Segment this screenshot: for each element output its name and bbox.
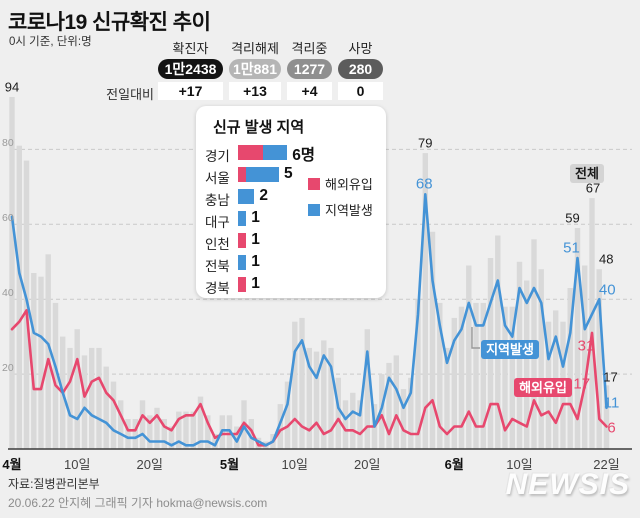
local-segment [246, 167, 279, 182]
x-tick-label: 22일 [593, 457, 620, 472]
value-annotation-imported: 17 [573, 375, 591, 393]
x-tick-label: 20일 [354, 457, 381, 472]
chart-subtitle: 0시 기준, 단위:명 [9, 36, 92, 48]
region-bar [238, 277, 247, 292]
x-tick-label: 10일 [506, 457, 533, 472]
value-annotation-local: 11 [603, 394, 620, 412]
x-tick-label: 4월 [2, 457, 22, 472]
region-row: 경북 1 [196, 274, 386, 296]
imported-segment [238, 233, 247, 248]
series-badge-total: 전체 [570, 164, 604, 183]
stat-column: 사망 280 0 [338, 40, 383, 100]
region-value: 1 [251, 253, 260, 270]
newsis-logo: NEWSIS [505, 468, 630, 501]
stat-value-pill: 1만2438 [158, 59, 223, 79]
imported-segment [238, 145, 263, 160]
stat-column: 확진자 1만2438 +17 [158, 40, 223, 100]
stat-delta: +13 [229, 82, 281, 100]
stat-label: 확진자 [172, 41, 209, 56]
local-segment [262, 145, 288, 160]
stat-column: 격리중 1277 +4 [287, 40, 332, 100]
stat-delta: 0 [338, 82, 383, 100]
value-annotation-local: 68 [415, 175, 433, 193]
y-tick-label: 40 [2, 287, 14, 300]
region-bar [238, 233, 247, 248]
value-annotation-total: 48 [599, 251, 614, 267]
local-segment [238, 211, 247, 226]
x-tick-label: 20일 [136, 457, 163, 472]
y-tick-label: 80 [2, 137, 14, 150]
stat-value-pill: 1277 [287, 59, 332, 79]
region-name: 경북 [205, 281, 230, 296]
region-value: 1 [251, 275, 260, 292]
stat-value-pill: 1만881 [229, 59, 281, 79]
stat-delta: +4 [287, 82, 332, 100]
region-bar [238, 145, 288, 160]
legend-swatch-icon [308, 177, 320, 190]
delta-row-label: 전일대비 [106, 87, 154, 102]
legend-item: 해외유입 [308, 174, 373, 193]
value-annotation-total: 59 [565, 210, 580, 226]
region-panel-title: 신규 발생 지역 [213, 119, 305, 136]
region-name: 전북 [205, 259, 230, 274]
y-tick-label: 20 [2, 362, 14, 375]
imported-segment [238, 277, 247, 292]
region-name: 인천 [205, 237, 230, 252]
region-bar [238, 167, 279, 182]
source-text: 자료:질병관리본부 [8, 477, 100, 491]
value-annotation-total: 17 [603, 369, 618, 385]
region-name: 대구 [205, 215, 230, 230]
region-row: 인천 1 [196, 230, 386, 252]
value-annotation-imported: 6 [607, 419, 616, 437]
legend-label: 해외유입 [325, 177, 373, 192]
region-value: 1 [251, 231, 260, 248]
imported-segment [238, 167, 247, 182]
summary-stats-table: 확진자 1만2438 +17 격리해제 1만881 +13 격리중 1277 +4 사망 280 0 [158, 40, 383, 100]
region-value: 2 [259, 187, 269, 204]
page-title: 코로나19 신규확진 추이 [8, 11, 211, 34]
value-annotation-total: 67 [585, 180, 601, 196]
series-badge-local: 지역발생 [481, 340, 539, 359]
local-segment [238, 255, 247, 270]
region-row: 충남 2 [196, 186, 386, 208]
region-value: 1 [251, 209, 260, 226]
value-annotation-imported: 31 [577, 337, 595, 355]
region-bar [238, 255, 247, 270]
value-annotation-local: 40 [598, 281, 616, 299]
region-value: 6명 [292, 147, 316, 164]
legend-swatch-icon [308, 203, 320, 216]
stat-label: 격리중 [291, 41, 328, 56]
region-value: 5 [284, 165, 293, 182]
region-name: 충남 [205, 193, 230, 208]
stat-label: 사망 [348, 41, 373, 56]
region-name: 서울 [205, 171, 230, 186]
series-badge-imported: 해외유입 [514, 378, 572, 397]
local-segment [238, 189, 255, 204]
legend-label: 지역발생 [325, 203, 373, 218]
value-annotation-local: 51 [563, 239, 580, 257]
stat-value-pill: 280 [338, 59, 383, 79]
stat-label: 격리해제 [231, 41, 279, 56]
y-tick-label: 60 [2, 212, 14, 225]
x-tick-label: 10일 [281, 457, 308, 472]
value-annotation-total: 94 [4, 79, 20, 95]
stat-column: 격리해제 1만881 +13 [229, 40, 281, 100]
credit-text: 20.06.22 안지혜 그래픽 기자 hokma@newsis.com [8, 496, 268, 510]
x-tick-label: 5월 [219, 457, 240, 472]
region-row: 경기 6명 [196, 142, 386, 164]
region-row: 전북 1 [196, 252, 386, 274]
region-bar [238, 189, 255, 204]
region-name: 경기 [205, 149, 230, 164]
legend-item: 지역발생 [308, 200, 373, 219]
region-row: 서울 5 [196, 164, 386, 186]
value-annotation-total: 79 [418, 135, 433, 151]
x-tick-label: 10일 [64, 457, 91, 472]
stat-delta: +17 [158, 82, 223, 100]
region-bar [238, 211, 247, 226]
x-tick-label: 6월 [444, 457, 464, 472]
region-row: 대구 1 [196, 208, 386, 230]
